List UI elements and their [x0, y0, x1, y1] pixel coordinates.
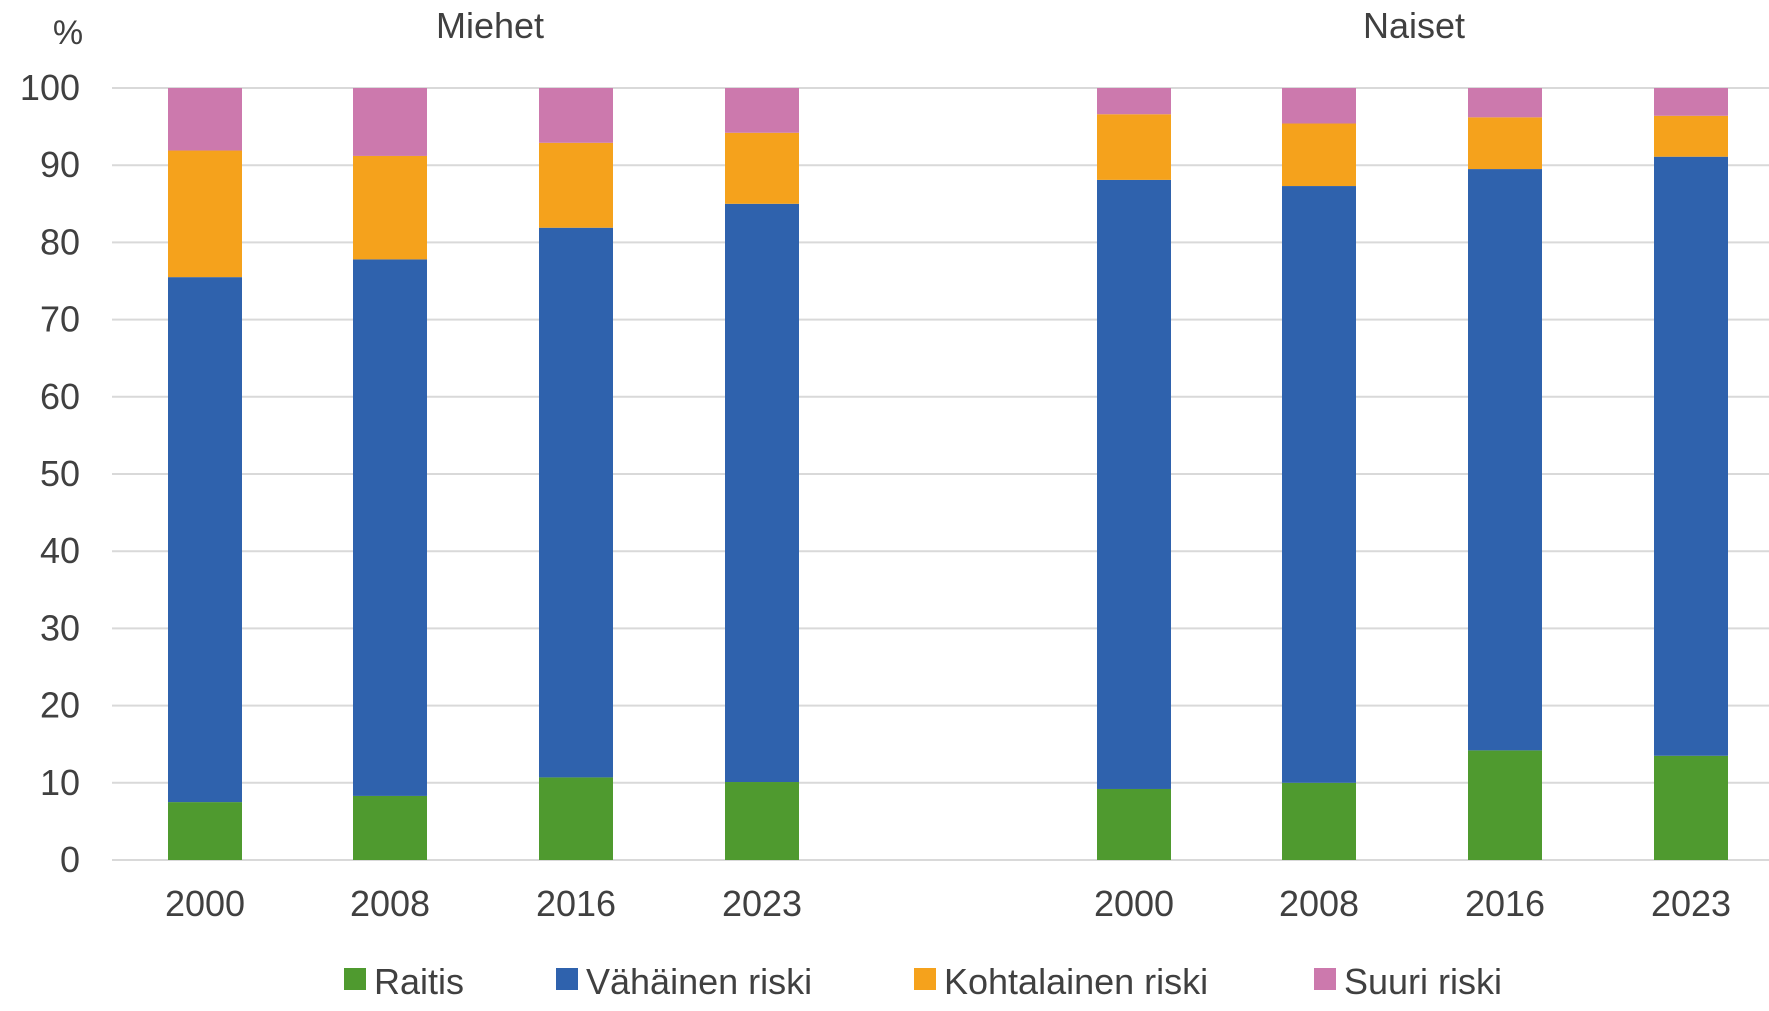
- bar-segment: [1282, 88, 1356, 124]
- y-tick-label: 70: [40, 299, 80, 340]
- bar-segment: [539, 142, 613, 228]
- bar-segment: [1468, 750, 1542, 860]
- y-tick-label: 100: [20, 67, 80, 108]
- y-axis-unit-label: %: [53, 14, 83, 52]
- bar-segment: [353, 155, 427, 260]
- legend-swatch: [914, 968, 936, 990]
- legend: Raitis Vähäinen riski Kohtalainen riski Suu…: [344, 961, 1502, 1002]
- bar-segment: [1468, 117, 1542, 170]
- legend-item: Suuri riski: [1314, 961, 1502, 1002]
- y-axis-ticks: 0 10 20 30 40 50 60 70 80 90 100: [20, 67, 80, 880]
- x-axis-ticks: 2000 2008 2016 2023 2000 2008 2016 2023: [165, 883, 1731, 924]
- legend-label: Raitis: [374, 961, 464, 1002]
- legend-label: Kohtalainen riski: [944, 961, 1208, 1002]
- bar-segment: [353, 88, 427, 156]
- bar-segment: [168, 150, 242, 278]
- x-tick-label: 2016: [1465, 883, 1545, 924]
- bar-segment: [1654, 88, 1728, 116]
- bar-segment: [353, 259, 427, 796]
- y-tick-label: 30: [40, 607, 80, 648]
- bar-segment: [168, 802, 242, 860]
- x-tick-label: 2008: [1279, 883, 1359, 924]
- bar-segment: [1097, 788, 1171, 860]
- y-tick-label: 90: [40, 144, 80, 185]
- bar-segment: [1468, 88, 1542, 118]
- bar-segment: [539, 227, 613, 778]
- y-tick-label: 40: [40, 530, 80, 571]
- x-tick-label: 2016: [536, 883, 616, 924]
- bar-segment: [1654, 755, 1728, 860]
- bar-segment: [353, 795, 427, 860]
- bar-segment: [1282, 186, 1356, 783]
- bar-segment: [1654, 156, 1728, 756]
- y-tick-label: 80: [40, 221, 80, 262]
- legend-swatch: [1314, 968, 1336, 990]
- legend-label: Suuri riski: [1344, 961, 1502, 1002]
- bar-segment: [725, 782, 799, 860]
- legend-item: Kohtalainen riski: [914, 961, 1208, 1002]
- legend-swatch: [344, 968, 366, 990]
- group-labels: Miehet Naiset: [436, 5, 1465, 46]
- x-tick-label: 2000: [1094, 883, 1174, 924]
- bar-segment: [1282, 123, 1356, 187]
- y-tick-label: 50: [40, 453, 80, 494]
- group-label: Miehet: [436, 5, 544, 46]
- bar-segment: [539, 88, 613, 143]
- bar-segment: [1097, 179, 1171, 789]
- legend-swatch: [556, 968, 578, 990]
- bar-segment: [168, 88, 242, 151]
- bar-segment: [725, 88, 799, 133]
- y-tick-label: 10: [40, 762, 80, 803]
- bars: [168, 88, 1728, 860]
- y-tick-label: 0: [60, 839, 80, 880]
- y-tick-label: 60: [40, 376, 80, 417]
- bar-segment: [1468, 169, 1542, 751]
- bar-segment: [1097, 88, 1171, 115]
- legend-item: Vähäinen riski: [556, 961, 812, 1002]
- bar-segment: [539, 777, 613, 860]
- x-tick-label: 2023: [1651, 883, 1731, 924]
- bar-segment: [725, 203, 799, 783]
- x-tick-label: 2008: [350, 883, 430, 924]
- x-tick-label: 2023: [722, 883, 802, 924]
- bar-segment: [168, 277, 242, 803]
- bar-segment: [1282, 782, 1356, 860]
- x-tick-label: 2000: [165, 883, 245, 924]
- bar-segment: [725, 132, 799, 204]
- legend-item: Raitis: [344, 961, 464, 1002]
- group-label: Naiset: [1363, 5, 1465, 46]
- y-tick-label: 20: [40, 685, 80, 726]
- legend-label: Vähäinen riski: [586, 961, 812, 1002]
- bar-segment: [1097, 114, 1171, 180]
- bar-segment: [1654, 115, 1728, 157]
